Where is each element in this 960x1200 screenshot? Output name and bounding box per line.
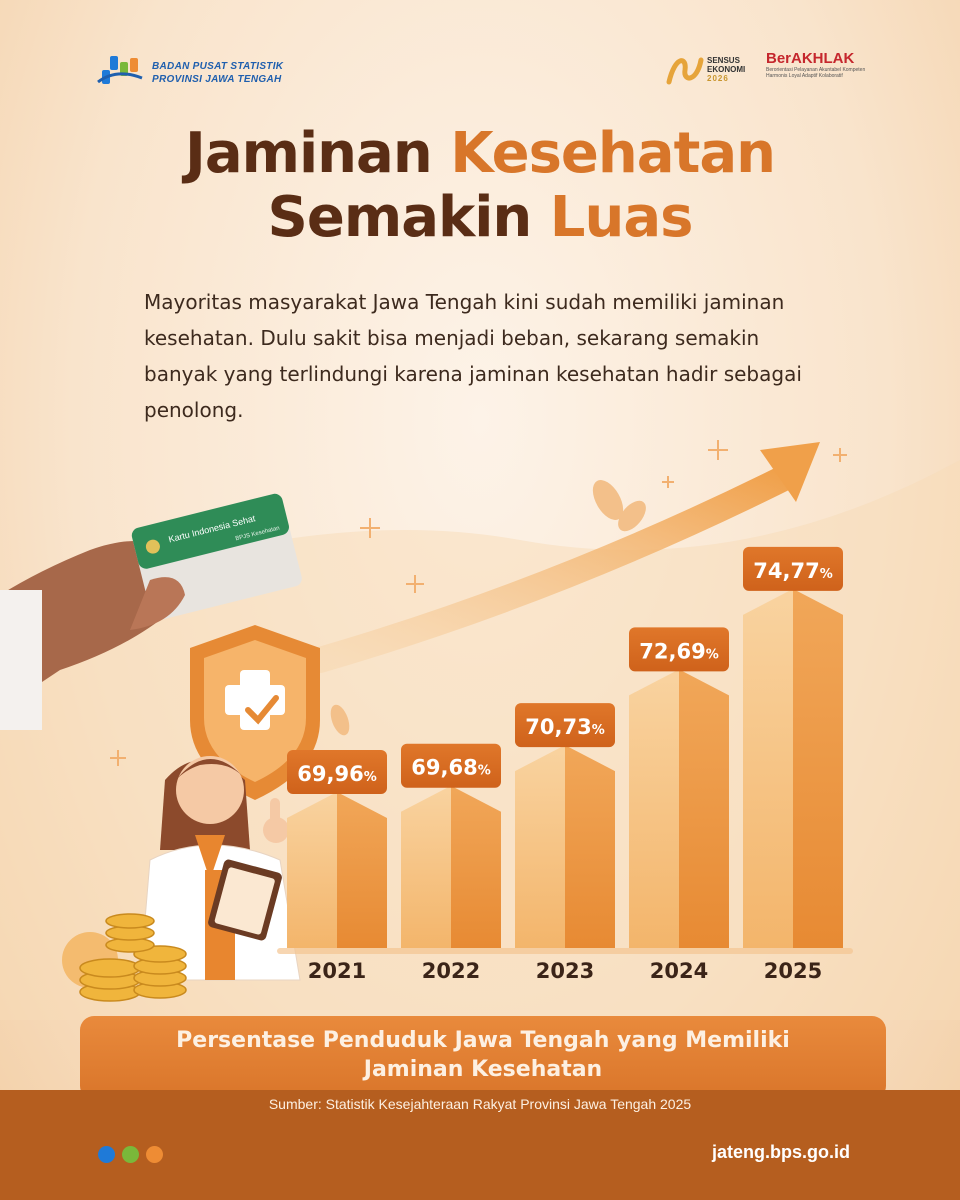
berakhlak-tagline: Berorientasi Pelayanan Akuntabel Kompete… <box>766 67 866 79</box>
bar-2024: 72,69% 2024 <box>629 627 729 983</box>
bar-face-right <box>679 669 729 948</box>
bar-2023: 70,73% 2023 <box>515 703 615 983</box>
sensus-ekonomi-text: SENSUS EKONOMI 2026 <box>707 56 746 83</box>
dot-green <box>122 1146 139 1163</box>
dot-blue <box>98 1146 115 1163</box>
bar-value-unit: % <box>592 723 605 738</box>
x-tick-label: 2023 <box>536 959 594 983</box>
chart-caption: Persentase Penduduk Jawa Tengah yang Mem… <box>176 1028 790 1082</box>
bar-face-right <box>793 588 843 948</box>
trend-arrow-icon <box>307 442 820 673</box>
coins-illustration <box>62 913 187 1002</box>
org-name: BADAN PUSAT STATISTIK PROVINSI JAWA TENG… <box>152 61 284 85</box>
bar-value-label: 69,96% <box>297 762 376 786</box>
website-link[interactable]: jateng.bps.go.id <box>712 1142 850 1162</box>
bar-label-plate <box>515 703 615 748</box>
bar-face-right <box>337 792 387 948</box>
nurse-illustration <box>139 756 301 981</box>
dot-orange <box>146 1146 163 1163</box>
hand-holding-card-illustration: Kartu Indonesia Sehat BPJS Kesehatan <box>0 493 302 730</box>
bar-label-plate <box>629 627 729 672</box>
bar-value-unit: % <box>706 647 719 662</box>
sensus-ekonomi-logo-icon <box>666 57 704 85</box>
header: BADAN PUSAT STATISTIK PROVINSI JAWA TENG… <box>0 0 960 110</box>
bar-face-left <box>401 785 451 948</box>
bar-2022: 69,68% 2022 <box>401 743 501 983</box>
bar-group: 69,96% 2021 69,68% 2022 70,73% 2023 72,69% 2024… <box>277 546 853 983</box>
bar-2021: 69,96% 2021 <box>287 750 387 983</box>
brand-dots <box>98 1146 163 1163</box>
bar-value-unit: % <box>364 770 377 785</box>
bar-face-left <box>515 745 565 948</box>
caption-box <box>80 1016 886 1100</box>
bar-face-right <box>451 785 501 948</box>
bar-face-left <box>629 669 679 948</box>
bar-face-left <box>287 792 337 948</box>
bar-2025: 74,77% 2025 <box>743 546 843 983</box>
x-tick-label: 2022 <box>422 959 480 983</box>
bar-value-label: 72,69% <box>639 639 718 663</box>
bar-value-unit: % <box>478 764 491 779</box>
bar-value-label: 74,77% <box>753 559 832 583</box>
chart: Kartu Indonesia Sehat BPJS Kesehatan <box>0 440 960 1020</box>
leaf-icon <box>330 480 646 736</box>
health-shield-icon <box>190 625 320 800</box>
x-tick-label: 2024 <box>650 959 708 983</box>
bar-value-label: 70,73% <box>525 715 604 739</box>
bar-label-plate <box>743 546 843 591</box>
x-tick-label: 2021 <box>308 959 366 983</box>
bottom-bar <box>0 1090 960 1200</box>
berakhlak-brand: BerAKHLAK <box>766 50 855 67</box>
source-note: Sumber: Statistik Kesejahteraan Rakyat P… <box>268 1096 692 1112</box>
bar-label-plate <box>401 743 501 788</box>
bar-label-plate <box>287 750 387 794</box>
bar-value-label: 69,68% <box>411 756 490 780</box>
bar-face-left <box>743 588 793 948</box>
bar-value-unit: % <box>820 567 833 582</box>
sparkle-icon <box>110 440 847 766</box>
bar-face-right <box>565 745 615 948</box>
chart-baseline <box>277 948 853 954</box>
bps-logo-icon <box>97 56 143 84</box>
intro-paragraph: Mayoritas masyarakat Jawa Tengah kini su… <box>144 290 802 422</box>
berakhlak-logo: BerAKHLAK Berorientasi Pelayanan Akuntab… <box>766 50 866 79</box>
page-title: Jaminan Kesehatan Semakin Luas <box>185 121 776 250</box>
x-tick-label: 2025 <box>764 959 822 983</box>
